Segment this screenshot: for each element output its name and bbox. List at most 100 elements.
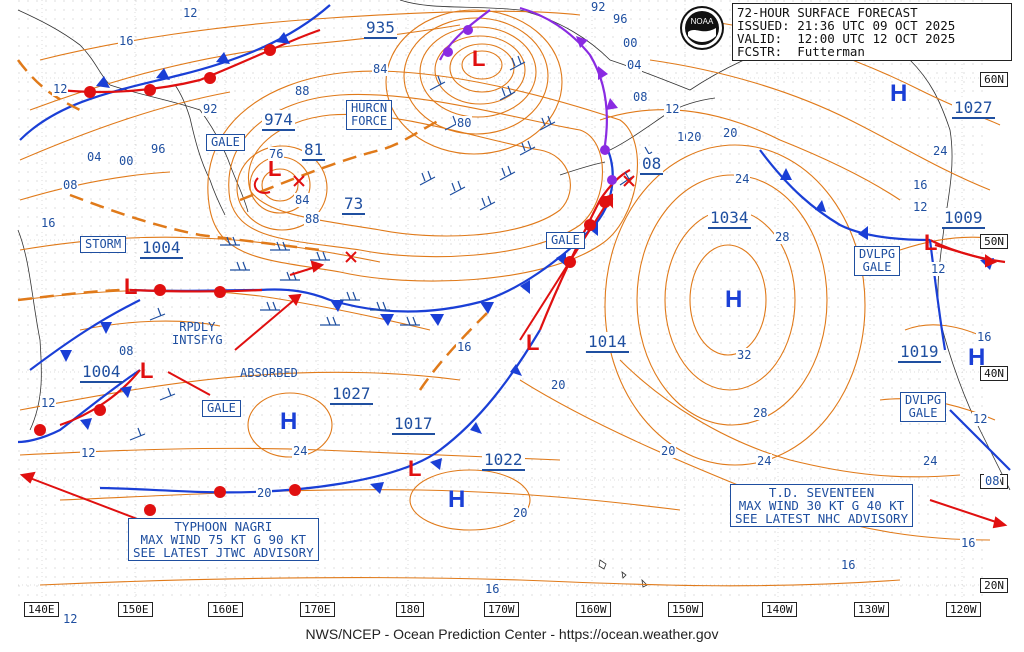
isobar-label: 12	[52, 82, 69, 96]
isobar-label: 20	[550, 378, 567, 392]
isobar-label: 16	[840, 558, 857, 572]
developing-gale-warning: DVLPG GALE	[900, 392, 947, 422]
high-symbol: H	[890, 80, 908, 107]
isobar-label: 16	[484, 582, 501, 596]
lon-label: 160E	[208, 602, 243, 617]
pressure-low: 08	[640, 154, 664, 175]
pressure-high: 1019	[898, 342, 941, 363]
isobar-label: 08	[984, 474, 1001, 488]
isobar-label: 20	[512, 506, 529, 520]
isobar-label: 84	[294, 193, 311, 207]
lon-label: 130W	[854, 602, 889, 617]
lat-label: 40N	[980, 366, 1008, 381]
isobar-label: 24	[756, 454, 773, 468]
developing-gale-warning: DVLPG GALE	[854, 246, 901, 276]
pressure-low: 81	[302, 140, 326, 161]
footer-credit: NWS/NCEP - Ocean Prediction Center - htt…	[305, 626, 719, 642]
lon-label: 180	[396, 602, 424, 617]
isobar-label: 20	[256, 486, 273, 500]
gale-warning: GALE	[206, 134, 245, 151]
pressure-low: 73	[342, 194, 366, 215]
isobar-label: 08	[62, 178, 79, 192]
pressure-high: 1027	[952, 98, 995, 119]
low-symbol: L	[408, 456, 422, 481]
lon-label: 120W	[946, 602, 981, 617]
isobar-label: 04	[86, 150, 103, 164]
noaa-logo: NOAA	[680, 6, 724, 50]
isobar-label: 80	[456, 116, 473, 130]
typhoon-wind: MAX WIND 75 KT G 90 KT	[140, 532, 307, 547]
isobar-label: 88	[304, 212, 321, 226]
high-symbol: H	[968, 344, 986, 371]
low-symbol: L	[924, 230, 938, 255]
isobar-label: 76	[268, 147, 285, 161]
isobar-label: 96	[150, 142, 167, 156]
pressure-low: 1009	[942, 208, 985, 229]
absorbed-note: ABSORBED	[240, 366, 298, 380]
isobar-label: 20	[722, 126, 739, 140]
high-symbol: H	[725, 286, 743, 313]
storm-warning: STORM	[80, 236, 127, 253]
pressure-high: 1027	[330, 384, 373, 405]
isobar-label: 20	[686, 130, 703, 144]
low-symbol: L	[526, 330, 540, 355]
lat-label: 50N	[980, 234, 1008, 249]
lat-label: 60N	[980, 72, 1008, 87]
typhoon-advisory-box: TYPHOON NAGRI MAX WIND 75 KT G 90 KT SEE L…	[128, 518, 319, 561]
pressure-low: 935	[364, 18, 397, 39]
low-symbol: L	[124, 274, 138, 299]
pressure-low: 1004	[80, 362, 123, 383]
lon-label: 170E	[300, 602, 335, 617]
lon-label: 160W	[576, 602, 611, 617]
typhoon-advisory: SEE LATEST JTWC ADVISORY	[133, 545, 314, 560]
td-advisory-box: T.D. SEVENTEEN MAX WIND 30 KT G 40 KT SEE …	[730, 484, 914, 527]
isobar-label: 00	[622, 36, 639, 50]
pressure-low: 1017	[392, 414, 435, 435]
isobar-label: 16	[40, 216, 57, 230]
coastlines	[17, 0, 1011, 588]
isobar-label: 12	[972, 412, 989, 426]
wind-barbs	[129, 55, 653, 441]
isobar-label: 08	[632, 90, 649, 104]
td-advisory: SEE LATEST NHC ADVISORY	[735, 511, 909, 526]
isobar-label: 28	[752, 406, 769, 420]
motion-arrows	[19, 193, 1008, 529]
header-issued: ISSUED: 21:36 UTC 09 OCT 2025	[737, 18, 956, 33]
isobar-label: 24	[932, 144, 949, 158]
pressure-high: 1022	[482, 450, 525, 471]
low-symbol: L	[140, 358, 154, 383]
isobar-label: 96	[612, 12, 629, 26]
lon-label: 170W	[484, 602, 519, 617]
isobar-label: 16	[118, 34, 135, 48]
isobar-label: 24	[922, 454, 939, 468]
isobar-label: 88	[294, 84, 311, 98]
isobar-label: 32	[736, 348, 753, 362]
pressure-high: 1014	[586, 332, 629, 353]
high-symbol: H	[448, 486, 466, 513]
pressure-low: 1004	[140, 238, 183, 259]
isobar-label: 04	[626, 58, 643, 72]
isobar-label: 08	[118, 344, 135, 358]
gale-warning: GALE	[546, 232, 585, 249]
header-forecaster: FCSTR: Futterman	[737, 44, 865, 59]
td-name: T.D. SEVENTEEN	[768, 485, 875, 500]
low-symbol: L	[268, 156, 282, 181]
isobar-label: 92	[202, 102, 219, 116]
isobar-label: 20	[660, 444, 677, 458]
isobar-label: 12	[664, 102, 681, 116]
isobars	[19, 9, 1001, 587]
typhoon-name: TYPHOON NAGRI	[174, 519, 273, 534]
isobar-label: 92	[590, 0, 607, 14]
isobar-label: 12	[80, 446, 97, 460]
rapidly-intensifying-note: RPDLY INTSFYG	[172, 320, 223, 347]
isobar-label: 28	[774, 230, 791, 244]
isobar-label: 16	[976, 330, 993, 344]
isobar-label: 24	[292, 444, 309, 458]
low-markers	[253, 175, 635, 263]
header-title: 72-HOUR SURFACE FORECAST	[737, 5, 918, 20]
pressure-low: 974	[262, 110, 295, 131]
lon-label: 140W	[762, 602, 797, 617]
pressure-high: 1034	[708, 208, 751, 229]
forecast-header: 72-HOUR SURFACE FORECAST ISSUED: 21:36 U…	[732, 3, 1012, 61]
